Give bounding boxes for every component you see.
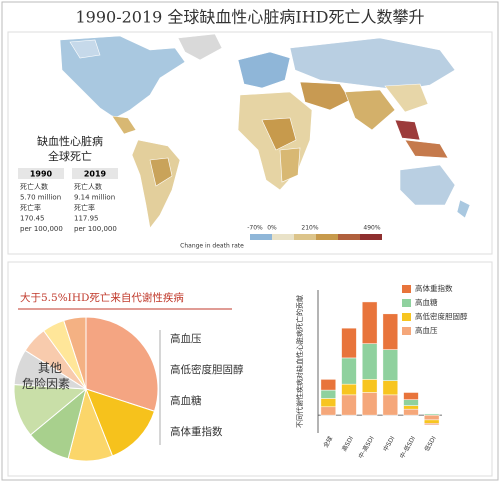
bar-segment [361, 379, 378, 393]
world-map [59, 33, 471, 229]
bar-segment [382, 394, 399, 416]
title: 1990-2019 全球缺血性心脏病IHD死亡人数攀升 [75, 8, 424, 27]
legend-swatch [402, 285, 411, 293]
pie-slice [85, 316, 159, 412]
bar-segment [403, 408, 419, 416]
legend-label: 高血糖 [415, 297, 438, 307]
legend-swatch [402, 299, 411, 307]
pie-label: 高体重指数 [170, 425, 223, 438]
bar-segment [341, 327, 357, 359]
stat-deaths-label: 死亡人数 [20, 182, 48, 191]
year-header-bg [72, 168, 118, 179]
bar-segment [320, 389, 337, 399]
bar-segment [423, 414, 440, 421]
stat-rate-label: 死亡率 [20, 203, 41, 212]
bar-segment [382, 349, 399, 381]
bar-segment [361, 301, 378, 344]
stat-deaths: 5.70 million [20, 194, 61, 202]
map-legend-tick: 210% [301, 225, 318, 232]
legend-swatch [402, 327, 411, 335]
map-legend-tick: 0% [267, 225, 277, 232]
map-legend [250, 234, 382, 240]
bar-segment [423, 419, 440, 424]
bar-segment [361, 343, 378, 380]
charts: 大于5.5%IHD死亡来自代谢性疾病高血压高低密度胆固醇高血糖高体重指数其他危险… [13, 283, 468, 462]
pie-title: 大于5.5%IHD死亡来自代谢性疾病 [20, 291, 184, 304]
year: 1990 [30, 170, 53, 179]
bar-segment [341, 357, 357, 385]
stat-rate: 117.95 [74, 215, 99, 223]
stats-heading: 全球死亡 [48, 149, 92, 163]
pie-slice [85, 388, 156, 457]
bar-segment [361, 392, 378, 416]
stats-heading: 缺血性心脏病 [37, 134, 103, 148]
stat-rate-unit: per 100,000 [20, 225, 63, 233]
map-legend-tick: -70% [247, 225, 263, 232]
bar-segment [423, 423, 440, 425]
bar-segment [320, 398, 337, 408]
pie-label: 高血糖 [170, 394, 202, 407]
bar-segment [403, 405, 419, 410]
bar-segment [423, 413, 440, 416]
map-legend-tick: 490% [363, 225, 380, 232]
pie-label: 高血压 [170, 332, 202, 345]
y-axis-label: 不同代谢性疾病对缺血性心脏病死亡的贡献 [295, 295, 304, 428]
map-legend-title: Change in death rate [180, 243, 244, 250]
pie-slice [63, 316, 87, 390]
bar-segment [320, 406, 337, 416]
stat-deaths: 9.14 million [74, 194, 115, 202]
bar-segment [382, 380, 399, 396]
stat-rate: 170.45 [20, 215, 45, 223]
year-header-bg [18, 168, 64, 179]
stat-rate-unit: per 100,000 [74, 225, 117, 233]
legend-label: 高血压 [415, 325, 438, 335]
bar-segment [341, 394, 357, 416]
pie-annotation: 其他危险因素 [22, 361, 70, 391]
bar-segment [403, 399, 419, 406]
year: 2019 [84, 170, 107, 179]
bar-segment [403, 392, 419, 400]
stat-rate-label: 死亡率 [74, 203, 95, 212]
legend-label: 高体重指数 [415, 283, 453, 293]
bar-segment [341, 383, 357, 396]
bar-segment [320, 379, 337, 391]
pie-label: 高低密度胆固醇 [170, 363, 244, 376]
legend-label: 高低密度胆固醇 [415, 311, 468, 321]
bar-segment [382, 313, 399, 350]
legend-swatch [402, 313, 411, 321]
stat-deaths-label: 死亡人数 [74, 182, 102, 191]
